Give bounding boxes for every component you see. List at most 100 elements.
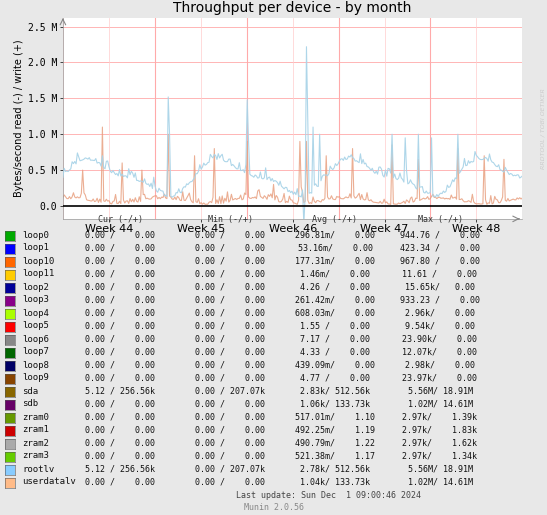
Text: 1.55 /    0.00: 1.55 / 0.00 (300, 321, 370, 331)
Text: RRDTOOL / TOBI OETIKER: RRDTOOL / TOBI OETIKER (541, 88, 546, 169)
Text: zram0: zram0 (22, 413, 49, 421)
Text: 0.00 /    0.00: 0.00 / 0.00 (195, 269, 265, 279)
Text: 521.38m/    1.17: 521.38m/ 1.17 (295, 452, 375, 460)
Text: 15.65k/   0.00: 15.65k/ 0.00 (405, 283, 475, 291)
Text: 7.17 /    0.00: 7.17 / 0.00 (300, 335, 370, 344)
Text: 0.00 /    0.00: 0.00 / 0.00 (85, 269, 155, 279)
Text: 967.80 /    0.00: 967.80 / 0.00 (400, 256, 480, 266)
Text: loop3: loop3 (22, 296, 49, 304)
Text: 0.00 /    0.00: 0.00 / 0.00 (85, 400, 155, 408)
Text: 0.00 /    0.00: 0.00 / 0.00 (195, 244, 265, 252)
Text: 4.77 /    0.00: 4.77 / 0.00 (300, 373, 370, 383)
Text: 0.00 /    0.00: 0.00 / 0.00 (195, 283, 265, 291)
Text: 0.00 /    0.00: 0.00 / 0.00 (85, 413, 155, 421)
Text: 23.90k/    0.00: 23.90k/ 0.00 (403, 335, 478, 344)
Text: loop6: loop6 (22, 335, 49, 344)
Text: 0.00 /    0.00: 0.00 / 0.00 (195, 413, 265, 421)
Text: 0.00 / 207.07k: 0.00 / 207.07k (195, 386, 265, 396)
Text: 261.42m/    0.00: 261.42m/ 0.00 (295, 296, 375, 304)
Text: 5.12 / 256.56k: 5.12 / 256.56k (85, 465, 155, 473)
Text: 2.83k/ 512.56k: 2.83k/ 512.56k (300, 386, 370, 396)
Title: Throughput per device - by month: Throughput per device - by month (173, 2, 412, 15)
Text: 12.07k/    0.00: 12.07k/ 0.00 (403, 348, 478, 356)
Text: 4.26 /    0.00: 4.26 / 0.00 (300, 283, 370, 291)
Text: rootlv: rootlv (22, 465, 54, 473)
Text: 2.97k/    1.34k: 2.97k/ 1.34k (403, 452, 478, 460)
Text: 0.00 /    0.00: 0.00 / 0.00 (85, 373, 155, 383)
Text: 5.12 / 256.56k: 5.12 / 256.56k (85, 386, 155, 396)
Text: 0.00 /    0.00: 0.00 / 0.00 (85, 308, 155, 318)
Text: 1.04k/ 133.73k: 1.04k/ 133.73k (300, 477, 370, 487)
Text: 0.00 /    0.00: 0.00 / 0.00 (195, 438, 265, 448)
Text: 0.00 /    0.00: 0.00 / 0.00 (195, 321, 265, 331)
Text: 2.96k/    0.00: 2.96k/ 0.00 (405, 308, 475, 318)
Text: 944.76 /    0.00: 944.76 / 0.00 (400, 231, 480, 239)
Text: 0.00 /    0.00: 0.00 / 0.00 (85, 321, 155, 331)
Text: 0.00 /    0.00: 0.00 / 0.00 (195, 308, 265, 318)
Text: 0.00 /    0.00: 0.00 / 0.00 (85, 348, 155, 356)
Text: 1.06k/ 133.73k: 1.06k/ 133.73k (300, 400, 370, 408)
Text: zram1: zram1 (22, 425, 49, 435)
Text: Avg (-/+): Avg (-/+) (312, 215, 358, 224)
Text: 0.00 /    0.00: 0.00 / 0.00 (195, 477, 265, 487)
Text: 23.97k/    0.00: 23.97k/ 0.00 (403, 373, 478, 383)
Text: 9.54k/    0.00: 9.54k/ 0.00 (405, 321, 475, 331)
Text: 1.02M/ 14.61M: 1.02M/ 14.61M (408, 477, 473, 487)
Text: loop5: loop5 (22, 321, 49, 331)
Text: loop0: loop0 (22, 231, 49, 239)
Text: Munin 2.0.56: Munin 2.0.56 (243, 503, 304, 511)
Text: 11.61 /    0.00: 11.61 / 0.00 (403, 269, 478, 279)
Text: loop9: loop9 (22, 373, 49, 383)
Text: 0.00 /    0.00: 0.00 / 0.00 (195, 256, 265, 266)
Text: 608.03m/    0.00: 608.03m/ 0.00 (295, 308, 375, 318)
Text: 0.00 /    0.00: 0.00 / 0.00 (195, 400, 265, 408)
Text: sda: sda (22, 386, 38, 396)
Text: 5.56M/ 18.91M: 5.56M/ 18.91M (408, 386, 473, 396)
Text: 0.00 /    0.00: 0.00 / 0.00 (195, 231, 265, 239)
Text: 4.33 /    0.00: 4.33 / 0.00 (300, 348, 370, 356)
Text: 0.00 /    0.00: 0.00 / 0.00 (85, 360, 155, 369)
Text: userdatalv: userdatalv (22, 477, 75, 487)
Text: 2.97k/    1.83k: 2.97k/ 1.83k (403, 425, 478, 435)
Text: 0.00 /    0.00: 0.00 / 0.00 (85, 244, 155, 252)
Text: 296.81m/    0.00: 296.81m/ 0.00 (295, 231, 375, 239)
Text: 1.46m/    0.00: 1.46m/ 0.00 (300, 269, 370, 279)
Text: 2.98k/    0.00: 2.98k/ 0.00 (405, 360, 475, 369)
Text: loop7: loop7 (22, 348, 49, 356)
Text: 177.31m/    0.00: 177.31m/ 0.00 (295, 256, 375, 266)
Text: 0.00 /    0.00: 0.00 / 0.00 (85, 452, 155, 460)
Text: 0.00 /    0.00: 0.00 / 0.00 (85, 438, 155, 448)
Text: loop11: loop11 (22, 269, 54, 279)
Text: Max (-/+): Max (-/+) (417, 215, 463, 224)
Text: 0.00 /    0.00: 0.00 / 0.00 (85, 256, 155, 266)
Text: 1.02M/ 14.61M: 1.02M/ 14.61M (408, 400, 473, 408)
Text: 0.00 /    0.00: 0.00 / 0.00 (195, 373, 265, 383)
Text: Last update: Sun Dec  1 09:00:46 2024: Last update: Sun Dec 1 09:00:46 2024 (236, 490, 421, 500)
Text: zram2: zram2 (22, 438, 49, 448)
Text: loop1: loop1 (22, 244, 49, 252)
Text: Cur (-/+): Cur (-/+) (97, 215, 143, 224)
Text: 5.56M/ 18.91M: 5.56M/ 18.91M (408, 465, 473, 473)
Text: 53.16m/    0.00: 53.16m/ 0.00 (298, 244, 373, 252)
Text: loop2: loop2 (22, 283, 49, 291)
Text: 0.00 /    0.00: 0.00 / 0.00 (85, 335, 155, 344)
Text: 0.00 /    0.00: 0.00 / 0.00 (195, 452, 265, 460)
Text: 0.00 /    0.00: 0.00 / 0.00 (195, 425, 265, 435)
Text: 517.01m/    1.10: 517.01m/ 1.10 (295, 413, 375, 421)
Text: 0.00 /    0.00: 0.00 / 0.00 (85, 425, 155, 435)
Text: 0.00 /    0.00: 0.00 / 0.00 (195, 296, 265, 304)
Y-axis label: Bytes/second read (-) / write (+): Bytes/second read (-) / write (+) (14, 40, 24, 197)
Text: 492.25m/    1.19: 492.25m/ 1.19 (295, 425, 375, 435)
Text: 933.23 /    0.00: 933.23 / 0.00 (400, 296, 480, 304)
Text: 0.00 /    0.00: 0.00 / 0.00 (85, 296, 155, 304)
Text: 0.00 /    0.00: 0.00 / 0.00 (85, 231, 155, 239)
Text: Min (-/+): Min (-/+) (207, 215, 253, 224)
Text: 423.34 /    0.00: 423.34 / 0.00 (400, 244, 480, 252)
Text: sdb: sdb (22, 400, 38, 408)
Text: loop8: loop8 (22, 360, 49, 369)
Text: 0.00 / 207.07k: 0.00 / 207.07k (195, 465, 265, 473)
Text: loop10: loop10 (22, 256, 54, 266)
Text: 0.00 /    0.00: 0.00 / 0.00 (85, 283, 155, 291)
Text: 490.79m/    1.22: 490.79m/ 1.22 (295, 438, 375, 448)
Text: 2.97k/    1.62k: 2.97k/ 1.62k (403, 438, 478, 448)
